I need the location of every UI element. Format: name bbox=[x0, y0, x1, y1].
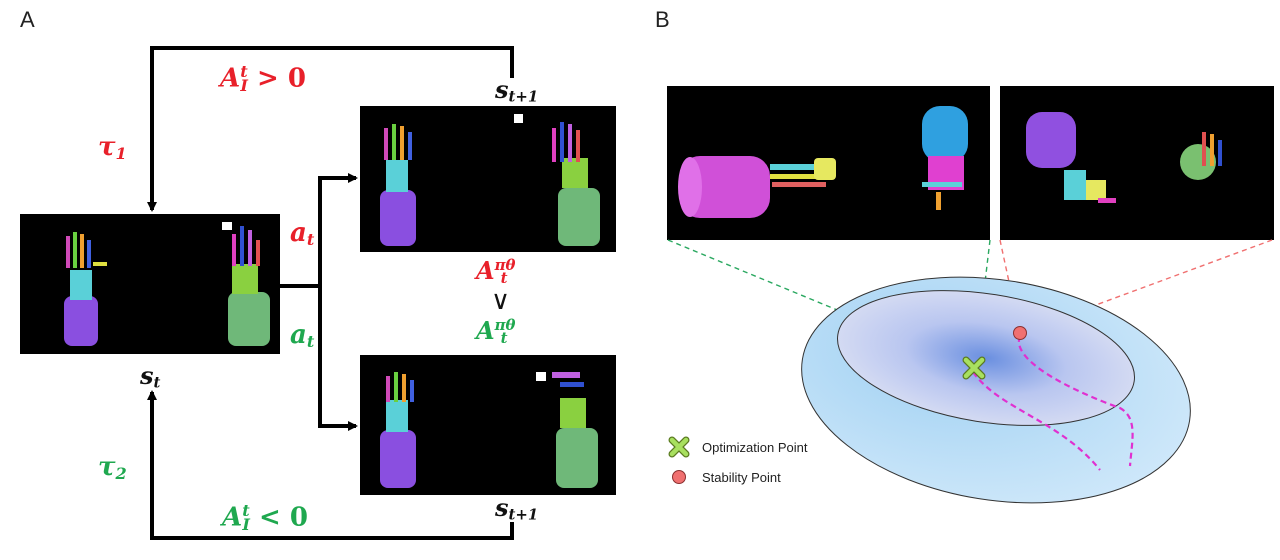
legend-item-stability: Stability Point bbox=[672, 470, 781, 485]
optimization-landscape bbox=[801, 276, 1191, 504]
stability-point-marker bbox=[1013, 326, 1027, 340]
branch-arrow-bottom bbox=[318, 286, 358, 431]
x-marker-icon bbox=[668, 436, 690, 458]
scene-image-stability bbox=[1000, 86, 1274, 240]
advantage-positive-label: AtI > 0 bbox=[220, 62, 306, 95]
scene-image-next-state-top bbox=[360, 106, 616, 252]
legend-item-optimization: Optimization Point bbox=[668, 436, 808, 458]
scene-image-next-state-bottom bbox=[360, 355, 616, 495]
policy-advantage-label-top: Aπθt bbox=[476, 255, 516, 287]
legend: Optimization Point Stability Point bbox=[668, 436, 808, 485]
flow-arrows bbox=[147, 46, 514, 540]
branch-arrow-top bbox=[318, 173, 358, 286]
trajectory-two-label: τ2 bbox=[98, 452, 127, 484]
trajectory-paths bbox=[972, 335, 1134, 471]
action-label-bottom: at bbox=[290, 320, 315, 352]
loop-arrow-top bbox=[147, 46, 514, 212]
loop-arrow-bottom bbox=[147, 390, 514, 540]
policy-advantage-label-bottom: Aπθt bbox=[476, 315, 516, 347]
action-label-top: at bbox=[290, 218, 315, 250]
next-state-label-top: st+1 bbox=[495, 75, 539, 106]
panel-label-a: A bbox=[20, 7, 35, 32]
scene-image-optimization bbox=[667, 86, 990, 240]
panel-label-b: B bbox=[655, 7, 670, 32]
comparison-symbol: ∨ bbox=[491, 286, 511, 316]
optimization-point-marker bbox=[962, 356, 986, 380]
next-state-label-bottom: st+1 bbox=[495, 493, 539, 524]
circle-marker-icon bbox=[672, 470, 686, 484]
current-state-label: st bbox=[140, 361, 161, 392]
scene-image-current-state bbox=[20, 214, 280, 354]
trajectory-one-label: τ1 bbox=[98, 132, 127, 164]
advantage-negative-label: AtI < 0 bbox=[222, 501, 308, 534]
legend-label-stability: Stability Point bbox=[702, 470, 781, 485]
legend-label-optimization: Optimization Point bbox=[702, 440, 808, 455]
